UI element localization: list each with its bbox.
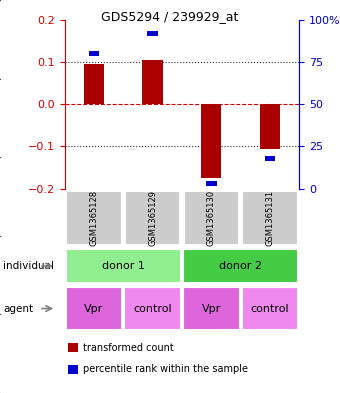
Bar — [84, 64, 104, 104]
Bar — [260, 104, 280, 149]
Text: GSM1365128: GSM1365128 — [89, 190, 98, 246]
Bar — [265, 156, 275, 161]
Text: GDS5294 / 239929_at: GDS5294 / 239929_at — [101, 10, 239, 23]
Text: Vpr: Vpr — [202, 303, 221, 314]
Text: control: control — [251, 303, 289, 314]
Text: agent: agent — [3, 303, 34, 314]
Text: GSM1365129: GSM1365129 — [148, 190, 157, 246]
Text: individual: individual — [3, 261, 54, 271]
Bar — [147, 31, 158, 36]
Bar — [201, 104, 221, 178]
Bar — [89, 51, 99, 56]
Text: donor 1: donor 1 — [102, 261, 145, 271]
Bar — [142, 60, 163, 104]
Bar — [206, 181, 217, 186]
Text: control: control — [133, 303, 172, 314]
Text: GSM1365130: GSM1365130 — [207, 190, 216, 246]
Text: Vpr: Vpr — [84, 303, 104, 314]
Text: GSM1365131: GSM1365131 — [266, 190, 274, 246]
Text: transformed count: transformed count — [83, 343, 174, 353]
Text: percentile rank within the sample: percentile rank within the sample — [83, 364, 248, 375]
Text: donor 2: donor 2 — [219, 261, 262, 271]
